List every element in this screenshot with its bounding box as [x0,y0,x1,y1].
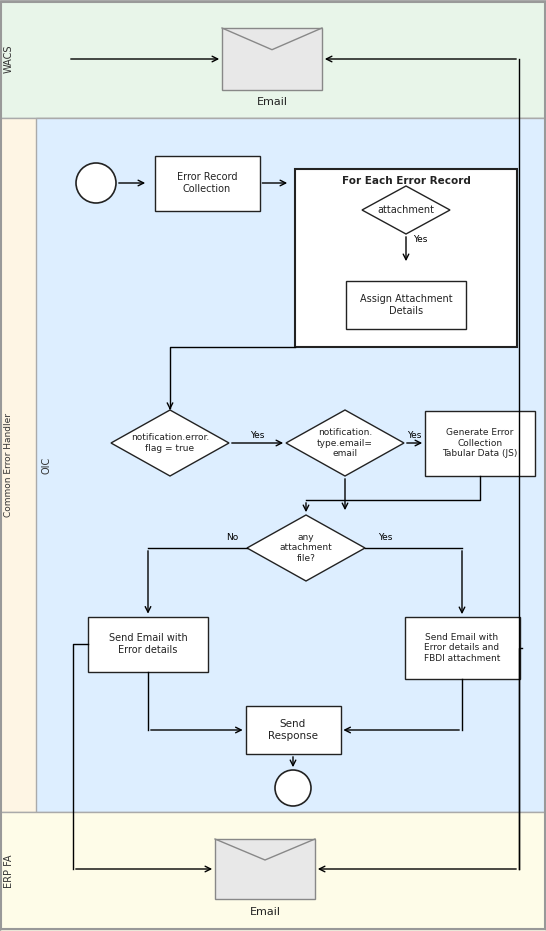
Bar [36,118,546,812]
Bar [425,411,535,476]
Text: Email: Email [257,97,288,107]
Text: Yes: Yes [407,430,422,439]
Bar [405,617,519,679]
Text: any
attachment
file?: any attachment file? [280,533,333,563]
Bar [295,169,517,347]
Bar [346,281,466,329]
Text: Generate Error
Collection
Tabular Data (JS): Generate Error Collection Tabular Data (… [442,428,518,458]
Text: Email: Email [250,907,281,917]
Text: OIC: OIC [42,456,52,474]
Polygon shape [286,410,404,476]
Bar [0,0,546,118]
Text: Send Email with
Error details and
FBDI attachment: Send Email with Error details and FBDI a… [424,633,500,663]
Polygon shape [111,410,229,476]
Bar [88,616,208,671]
Bar [222,28,322,90]
Bar [215,839,315,899]
Text: Yes: Yes [250,430,265,439]
Text: Send Email with
Error details: Send Email with Error details [109,633,187,654]
Text: WACS: WACS [4,45,14,74]
Polygon shape [247,515,365,581]
Text: Yes: Yes [378,533,392,543]
Bar [0,118,546,812]
Text: notification.
type.email=
email: notification. type.email= email [317,428,373,458]
Text: Common Error Handler: Common Error Handler [4,413,14,517]
Text: Assign Attachment
Details: Assign Attachment Details [360,294,452,316]
Text: notification.error.
flag = true: notification.error. flag = true [131,433,209,452]
Text: Error Record
Collection: Error Record Collection [177,172,238,194]
Text: attachment: attachment [377,205,435,215]
Text: Send
Response: Send Response [268,720,318,741]
Text: ERP FA: ERP FA [4,855,14,888]
Text: No: No [226,533,238,543]
Bar [246,706,341,754]
Bar [155,155,259,210]
Polygon shape [362,186,450,234]
Circle shape [76,163,116,203]
Text: For Each Error Record: For Each Error Record [342,176,471,186]
Circle shape [275,770,311,806]
Bar [0,812,546,931]
Text: Yes: Yes [413,236,427,245]
